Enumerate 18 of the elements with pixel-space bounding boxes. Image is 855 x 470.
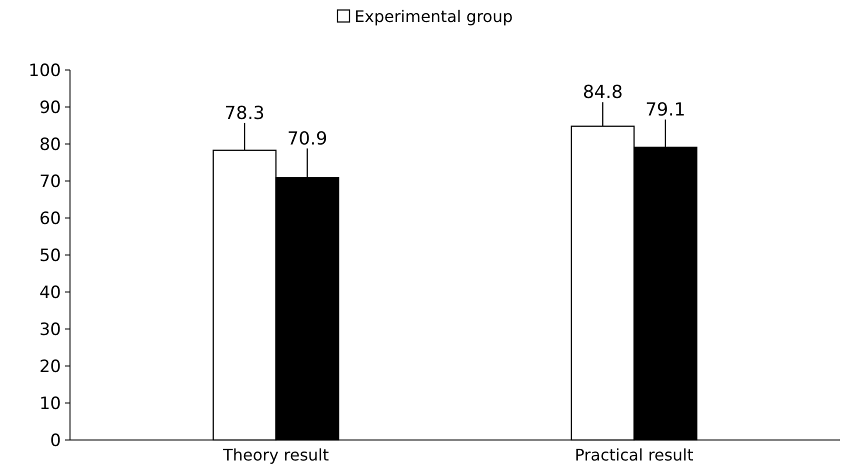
y-tick-label: 60 xyxy=(39,208,61,229)
data-label: 79.1 xyxy=(645,100,686,121)
y-tick-label: 40 xyxy=(39,282,61,303)
y-tick-label: 30 xyxy=(39,320,61,340)
data-label: 70.9 xyxy=(287,128,328,150)
y-tick-label: 20 xyxy=(39,356,61,377)
y-tick-label: 0 xyxy=(50,430,61,451)
y-tick-label: 70 xyxy=(39,172,61,192)
y-tick-label: 100 xyxy=(28,60,61,81)
data-label: 78.3 xyxy=(224,102,265,124)
x-tick-label: Theory result xyxy=(222,445,329,464)
legend-label: Experimental group xyxy=(354,7,513,26)
y-tick-label: 90 xyxy=(39,98,61,118)
x-tick-label: Practical result xyxy=(574,445,694,464)
data-label: 84.8 xyxy=(582,82,623,104)
y-tick-label: 50 xyxy=(39,246,61,266)
y-tick-label: 80 xyxy=(39,134,61,155)
y-tick-label: 10 xyxy=(39,394,61,414)
